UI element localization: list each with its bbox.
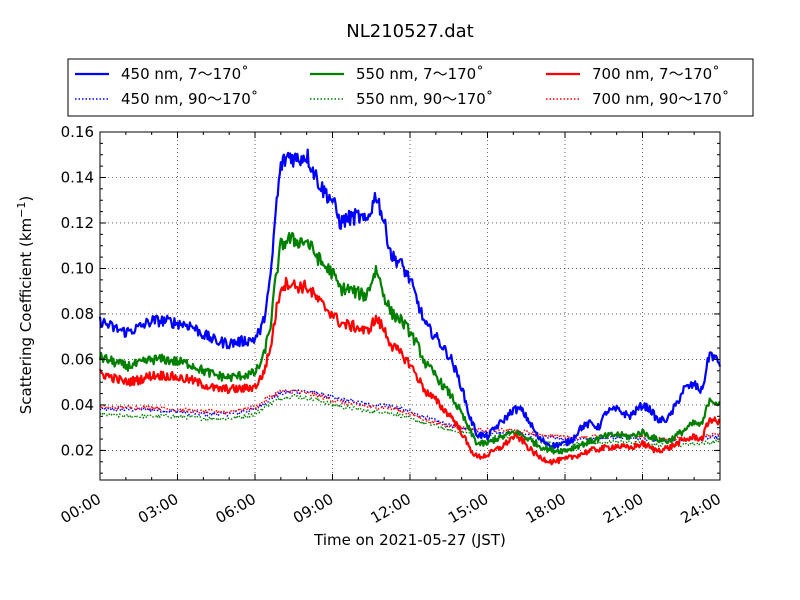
series-line <box>99 393 721 449</box>
chart-title: NL210527.dat <box>346 21 473 42</box>
legend-label: 550 nm, 7～170˚ <box>356 65 484 83</box>
series-line <box>98 276 721 466</box>
y-tick-label: 0.04 <box>61 396 94 414</box>
y-axis-label-exponent: −1 <box>15 202 28 218</box>
legend-label: 450 nm, 7～170˚ <box>121 65 249 83</box>
y-axis-label-close: ) <box>17 196 35 202</box>
y-tick-label: 0.02 <box>61 441 94 459</box>
y-axis-label: Scattering Coefficient (km−1) <box>15 196 35 415</box>
y-tick-label: 0.14 <box>61 168 94 186</box>
x-axis-label: Time on 2021-05-27 (JST) <box>313 531 506 549</box>
y-tick-label: 0.06 <box>61 350 94 368</box>
legend-label: 700 nm, 90～170˚ <box>592 90 729 108</box>
y-tick-label: 0.08 <box>61 305 94 323</box>
legend-label: 550 nm, 90～170˚ <box>356 90 493 108</box>
legend-label: 450 nm, 90～170˚ <box>121 90 258 108</box>
y-tick-label: 0.16 <box>61 123 94 141</box>
series-layer <box>98 148 722 466</box>
legend-label: 700 nm, 7～170˚ <box>592 65 720 83</box>
y-tick-label: 0.12 <box>61 214 94 232</box>
series-line <box>99 389 721 444</box>
legend-box <box>67 58 754 117</box>
series-line <box>98 231 721 455</box>
y-tick-label: 0.10 <box>61 259 94 277</box>
legend: 450 nm, 7～170˚ 450 nm, 90～170˚ 550 nm, 7～1… <box>67 58 754 117</box>
series-line <box>98 148 722 450</box>
